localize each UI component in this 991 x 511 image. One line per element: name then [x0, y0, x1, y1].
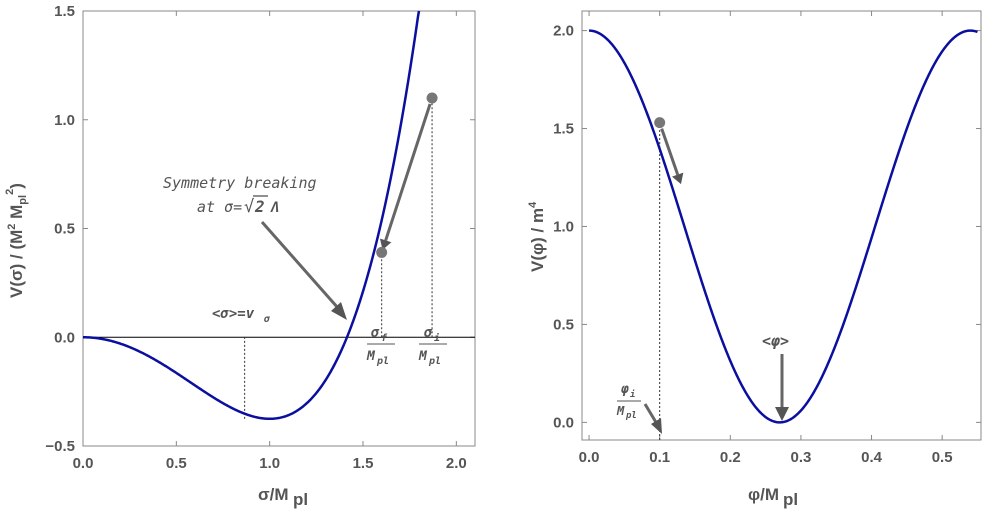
y-tick-label: 0.0: [553, 414, 574, 431]
sigma-f-den: M: [366, 349, 376, 364]
y-tick-label: 1.5: [553, 121, 574, 138]
sigma-f-num-sub: f: [381, 333, 388, 344]
sqrt-sign: √: [244, 197, 254, 217]
right-x-label-main: φ/M: [748, 485, 779, 504]
y-tick-label: 1.0: [54, 112, 75, 129]
x-tick-label: 0.0: [579, 449, 600, 466]
symmetry-arrow-head: [331, 302, 347, 320]
left-y-label-end: ): [7, 183, 26, 189]
sigma-i-num-sub: i: [434, 332, 440, 344]
sigma-i-point: [426, 92, 438, 104]
left-x-ticks: 0.0 0.5 1.0 1.5 2.0: [73, 11, 467, 472]
vev-label: <σ>=v σ: [212, 306, 270, 325]
phi-i-arrow-head: [651, 418, 662, 434]
svg-text:V(φ) / m4: V(φ) / m4: [527, 201, 547, 272]
sigma-f-den-sub: pl: [376, 356, 389, 367]
phi-i-label: φ i M pl: [616, 382, 641, 421]
right-potential-curve: [589, 29, 978, 424]
right-rolling-arrow-head: [672, 172, 684, 185]
sigma-i-num: σ: [423, 325, 433, 341]
sigma-f-label: σ f M pl: [366, 325, 395, 367]
sigma-f-num: σ: [370, 325, 380, 341]
right-y-label-sup: 4: [527, 201, 539, 208]
left-dotted-lines: [244, 98, 433, 419]
x-tick-label: 0.5: [166, 455, 187, 472]
lambda-symbol: Λ: [270, 200, 279, 216]
left-plot-frame: [82, 10, 476, 447]
phi-i-arrow: [643, 403, 659, 425]
sigma-i-den: M: [418, 349, 428, 364]
svg-text:V(σ) / (M2 Mpl2): V(σ) / (M2 Mpl2): [4, 183, 29, 298]
phi-i-den: M: [616, 404, 625, 418]
vev-label-sub: σ: [263, 314, 270, 325]
vev-label-main: <σ>=v: [212, 306, 255, 322]
left-x-label-main: σ/M: [258, 485, 289, 504]
phi-vev-label: <φ>: [762, 332, 789, 350]
vev-arrow-head: [775, 407, 789, 421]
right-rolling-arrow: [660, 128, 680, 176]
x-tick-label: 2.0: [446, 455, 467, 472]
right-y-axis-label: V(φ) / m4: [527, 201, 547, 272]
y-tick-label: 1.5: [54, 3, 75, 20]
y-tick-label: 1.0: [553, 218, 574, 235]
x-tick-label: 0.4: [861, 449, 883, 466]
y-tick-label: 0.5: [54, 221, 75, 238]
right-y-ticks: 0.0 0.5 1.0 1.5 2.0: [553, 23, 981, 431]
left-x-axis-label: σ/M pl: [258, 485, 308, 509]
left-y-label-main: V(σ) / (M: [7, 230, 26, 298]
sigma-i-label: σ i M pl: [418, 325, 447, 367]
right-plot-frame: [581, 10, 982, 441]
phi-i-num-sub: i: [630, 389, 635, 400]
phi-i-den-sub: pl: [625, 411, 637, 421]
x-tick-label: 0.1: [649, 449, 670, 466]
right-panel: 0.0 0.1 0.2 0.3 0.4 0.5 0.0 0.5 1.0 1.5 2.0 <φ> φ…: [527, 10, 982, 509]
x-tick-label: 0.3: [790, 449, 811, 466]
x-tick-label: 1.5: [353, 455, 374, 472]
right-x-ticks: 0.0 0.1 0.2 0.3 0.4 0.5: [579, 11, 953, 466]
sqrt-arg: 2: [254, 197, 265, 216]
left-y-label-mid: M: [7, 205, 26, 224]
left-x-label-sub: pl: [293, 490, 308, 509]
left-y-label-sub: pl: [17, 195, 29, 205]
symmetry-arrow: [260, 221, 340, 309]
y-tick-label: −0.5: [45, 438, 75, 455]
right-y-label-main: V(φ) / m: [528, 208, 547, 272]
symmetry-label-line1: Symmetry breaking: [163, 174, 317, 192]
x-tick-label: 1.0: [259, 455, 280, 472]
left-rolling-arrow: [384, 103, 432, 241]
x-tick-label: 0.5: [932, 449, 953, 466]
sigma-i-den-sub: pl: [428, 356, 441, 367]
x-tick-label: 0.0: [73, 455, 94, 472]
symmetry-label-line2: at σ= √ 2 Λ: [197, 195, 279, 217]
left-y-axis-label: V(σ) / (M2 Mpl2): [4, 183, 29, 298]
phi-i-point: [654, 117, 666, 129]
right-x-label-sub: pl: [783, 490, 798, 509]
phi-i-num: φ: [620, 382, 629, 397]
x-tick-label: 0.2: [720, 449, 741, 466]
y-tick-label: 0.5: [553, 316, 574, 333]
y-tick-label: 0.0: [54, 329, 75, 346]
left-y-label-sup2: 2: [4, 189, 16, 195]
right-x-axis-label: φ/M pl: [748, 485, 798, 509]
left-panel: 0.0 0.5 1.0 1.5 2.0 −0.50.00.51.01.5 Symmetr…: [4, 3, 476, 509]
y-tick-label: 2.0: [553, 23, 574, 40]
symmetry-label-prefix: at σ=: [197, 198, 242, 216]
sigma-f-point: [376, 246, 388, 258]
left-potential-curve: [83, 10, 421, 421]
left-y-label-sup1: 2: [6, 224, 18, 230]
